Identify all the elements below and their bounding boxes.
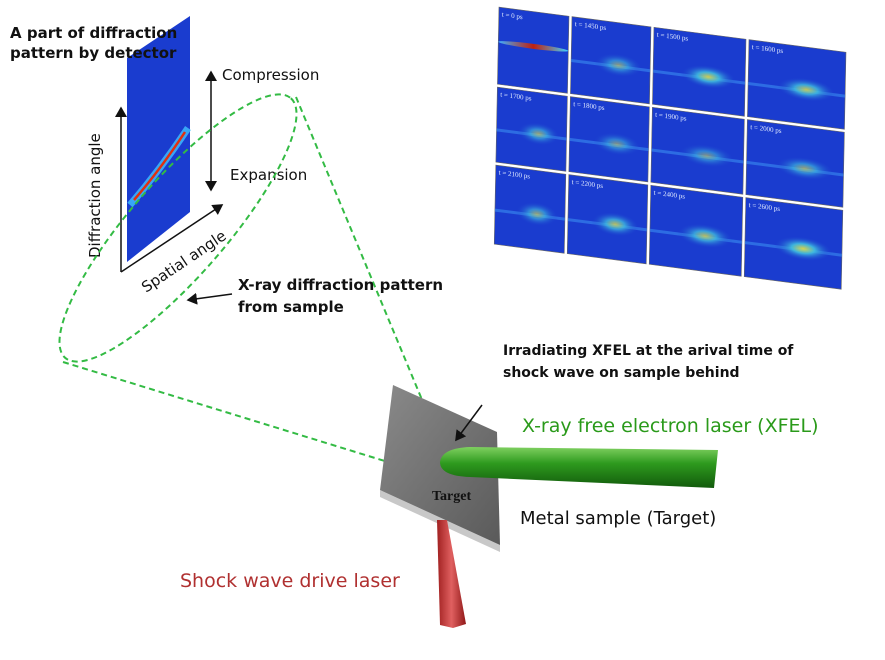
panel-time-label: t = 0 ps xyxy=(502,11,523,22)
diffraction-panel: t = 0 ps xyxy=(497,6,570,94)
drive-laser-label: Shock wave drive laser xyxy=(180,570,400,592)
diffraction-spot xyxy=(591,211,640,237)
diffraction-time-series: t = 0 ps t = 1450 pst = 1500 pst = 1600 p… xyxy=(493,6,847,290)
diffraction-angle-label: Diffraction angle xyxy=(86,133,104,258)
diffraction-panel: t = 2100 ps xyxy=(493,164,567,254)
detector-title-2: pattern by detector xyxy=(10,44,177,62)
xfel-beam xyxy=(440,447,718,488)
diffraction-panel: t = 1600 ps xyxy=(747,39,847,130)
xray-pattern-label-2: from sample xyxy=(238,298,344,316)
diffraction-spot xyxy=(677,223,733,249)
diffraction-streak xyxy=(498,41,569,52)
diffraction-panel: t = 1450 ps xyxy=(570,16,652,105)
detector-pattern xyxy=(115,16,224,273)
diffraction-panel: t = 2000 ps xyxy=(745,119,845,208)
diffraction-spot xyxy=(593,132,641,156)
diffraction-spot xyxy=(774,236,833,262)
diffraction-panel: t = 2400 ps xyxy=(648,184,744,277)
pattern-arrow xyxy=(186,292,233,305)
diffraction-spot xyxy=(515,201,558,227)
irradiating-label-1: Irradiating XFEL at the arival time of xyxy=(503,343,794,359)
irradiating-label-2: shock wave on sample behind xyxy=(503,365,740,381)
diffraction-spot xyxy=(679,143,735,168)
xray-pattern-label-1: X-ray diffraction pattern xyxy=(238,276,443,294)
diffraction-spot xyxy=(594,53,643,78)
diffraction-panel: t = 1500 ps xyxy=(652,26,747,117)
diffraction-spot xyxy=(775,156,834,181)
spatial-axis-arrow xyxy=(120,204,224,273)
diffraction-panel: t = 1700 ps xyxy=(495,86,568,172)
drive-laser-beam xyxy=(437,520,466,628)
target-label: Target xyxy=(432,489,471,504)
panel-background xyxy=(497,6,570,94)
diffraction-spot xyxy=(517,122,560,146)
irradiating-arrow xyxy=(455,404,483,442)
diffraction-panel: t = 1800 ps xyxy=(568,96,650,183)
diffraction-panel: t = 1900 ps xyxy=(650,106,745,195)
diffraction-spot xyxy=(777,77,836,102)
diffraction-panel: t = 2600 ps xyxy=(743,197,844,290)
diffraction-cone xyxy=(58,93,446,479)
compression-label: Compression xyxy=(222,66,319,84)
diffraction-spot xyxy=(680,64,736,89)
detector-title-1: A part of diffraction xyxy=(10,24,177,42)
diffraction-panel: t = 2200 ps xyxy=(566,174,649,265)
expansion-label: Expansion xyxy=(230,166,307,184)
metal-sample-label: Metal sample (Target) xyxy=(520,508,716,529)
xfel-label: X-ray free electron laser (XFEL) xyxy=(522,415,819,437)
